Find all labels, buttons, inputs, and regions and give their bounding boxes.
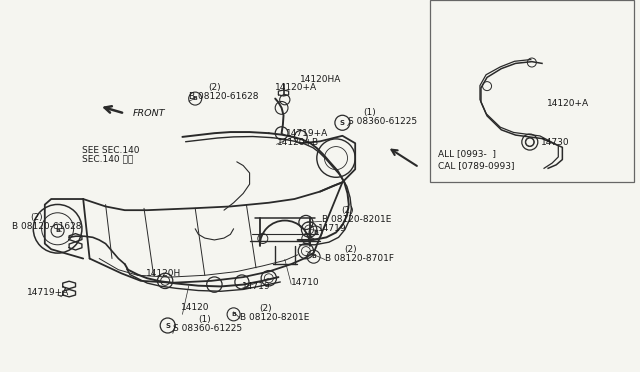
Text: (2): (2) bbox=[344, 245, 357, 254]
Text: CAL [0789-0993]: CAL [0789-0993] bbox=[438, 161, 515, 170]
Text: 14120H: 14120H bbox=[146, 269, 181, 278]
Text: 14730: 14730 bbox=[541, 138, 570, 147]
Text: FRONT: FRONT bbox=[133, 109, 166, 118]
Text: B: B bbox=[311, 254, 316, 259]
Text: 14120: 14120 bbox=[180, 303, 209, 312]
Text: B: B bbox=[231, 312, 236, 317]
Text: B 08120-8201E: B 08120-8201E bbox=[322, 215, 391, 224]
Text: B 08120-61628: B 08120-61628 bbox=[12, 222, 81, 231]
Text: (2): (2) bbox=[31, 214, 44, 222]
Text: SEE SEC.140: SEE SEC.140 bbox=[82, 147, 140, 155]
Text: (2): (2) bbox=[341, 206, 354, 215]
Text: (2): (2) bbox=[208, 83, 221, 92]
Text: A・7：0077: A・7：0077 bbox=[579, 2, 621, 11]
Text: 14719: 14719 bbox=[242, 282, 271, 291]
Text: B 08120-8201E: B 08120-8201E bbox=[240, 313, 309, 322]
Text: 14120HA: 14120HA bbox=[300, 75, 341, 84]
Text: 14710: 14710 bbox=[291, 278, 320, 287]
Text: B 08120-8701F: B 08120-8701F bbox=[325, 254, 394, 263]
Text: (1): (1) bbox=[198, 315, 211, 324]
Text: B: B bbox=[313, 230, 318, 235]
Text: 14719: 14719 bbox=[318, 224, 347, 233]
Bar bbox=[430, 0, 634, 182]
Text: S 08360-61225: S 08360-61225 bbox=[348, 117, 417, 126]
Text: S 08360-61225: S 08360-61225 bbox=[173, 324, 242, 333]
Text: B 08120-61628: B 08120-61628 bbox=[189, 92, 259, 101]
Text: B: B bbox=[55, 228, 60, 233]
Text: B: B bbox=[193, 96, 198, 101]
Text: ALL [0993-  ]: ALL [0993- ] bbox=[438, 149, 496, 158]
Text: 14719+A: 14719+A bbox=[27, 288, 69, 297]
Text: S: S bbox=[165, 323, 170, 328]
Text: 14120+B: 14120+B bbox=[276, 138, 319, 147]
Text: (1): (1) bbox=[364, 108, 376, 117]
Text: (2): (2) bbox=[259, 304, 272, 313]
Text: S: S bbox=[340, 120, 345, 126]
Text: 14120+A: 14120+A bbox=[547, 99, 589, 108]
Text: 14719+A: 14719+A bbox=[286, 129, 328, 138]
Text: 14120+A: 14120+A bbox=[275, 83, 317, 92]
Text: SEC.140 参照: SEC.140 参照 bbox=[82, 155, 133, 164]
